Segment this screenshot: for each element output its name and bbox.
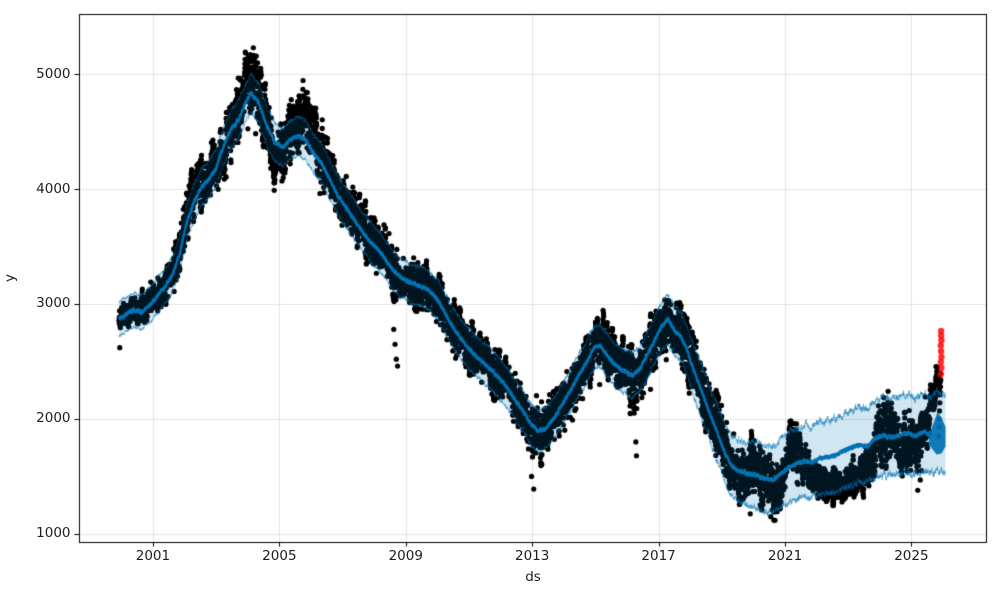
- x-tick-label: 2009: [388, 548, 423, 564]
- y-tick-label: 2000: [36, 410, 71, 427]
- y-tick-label: 5000: [36, 65, 71, 82]
- x-tick-label: 2025: [894, 548, 929, 564]
- x-tick-label: 2017: [641, 548, 676, 564]
- x-axis-label: ds: [525, 569, 541, 585]
- y-tick-label: 1000: [36, 525, 71, 542]
- x-tick-label: 2013: [514, 548, 550, 564]
- y-axis-label: y: [2, 274, 18, 282]
- x-tick-label: 2001: [135, 548, 171, 564]
- x-tick-label: 2005: [262, 548, 297, 564]
- x-tick-label: 2021: [767, 548, 803, 564]
- y-tick-label: 3000: [36, 295, 71, 312]
- y-tick-label: 4000: [36, 180, 71, 197]
